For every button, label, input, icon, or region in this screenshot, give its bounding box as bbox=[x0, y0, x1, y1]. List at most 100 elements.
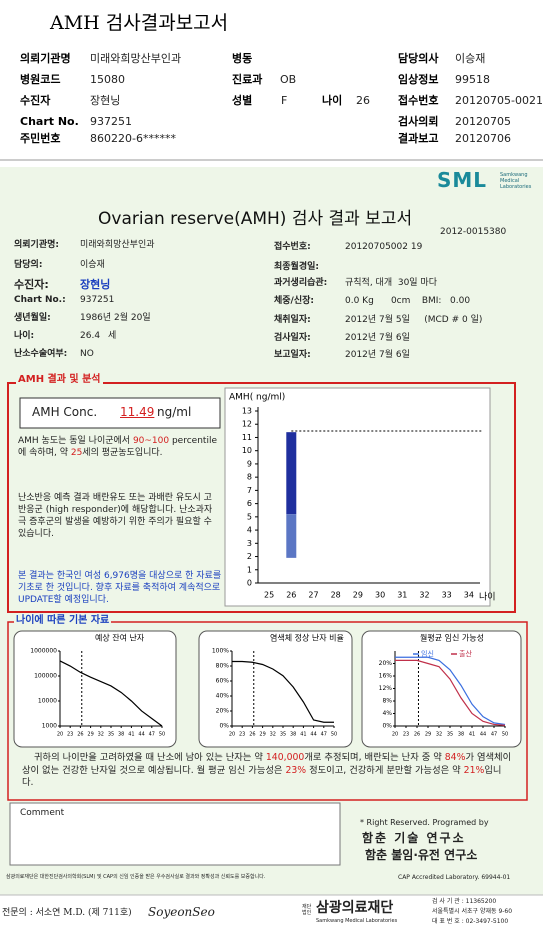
x-tick-label: 47 bbox=[491, 732, 497, 738]
org-prefix: 재단법인 bbox=[302, 904, 312, 916]
field-label: 담당의: bbox=[14, 260, 43, 270]
text-run: 개로 추정되며, 배란되는 난자 중 약 bbox=[304, 752, 445, 763]
x-tick-label: 26 bbox=[414, 732, 420, 738]
x-tick-label: 20 bbox=[57, 732, 63, 738]
x-tick-label: 23 bbox=[67, 732, 73, 738]
field-value: 20120706 bbox=[455, 132, 511, 145]
field-value: NO bbox=[80, 349, 94, 359]
field-label: 검사일자: bbox=[274, 333, 311, 343]
field-label: 담당의사 bbox=[398, 52, 439, 65]
field-value: OB bbox=[280, 73, 297, 86]
credit: * Right Reserved. Programed by bbox=[360, 818, 489, 827]
x-tick-label: 44 bbox=[310, 732, 316, 738]
x-tick-label: 26 bbox=[286, 591, 296, 600]
field-label: 나이 bbox=[322, 94, 343, 107]
y-tick-label: 1 bbox=[247, 565, 252, 574]
field-value: 장현닝 bbox=[80, 278, 111, 291]
doctor: 전문의 : 서소연 M.D. (제 711호) bbox=[2, 908, 132, 918]
field-value: 15080 bbox=[90, 73, 125, 86]
series-line bbox=[232, 660, 334, 723]
series-line bbox=[395, 659, 506, 726]
y-tick-label: 8 bbox=[247, 473, 252, 482]
y-tick-label: 13 bbox=[242, 407, 252, 416]
x-tick-label: 32 bbox=[270, 732, 276, 738]
chart-title: 예상 잔여 난자 bbox=[95, 633, 145, 643]
field-value: 937251 bbox=[80, 295, 115, 305]
text-run: 난소반응 예측 결과 배란유도 또는 과배란 유도시 고반응군 (high re… bbox=[18, 493, 213, 540]
x-tick-label: 50 bbox=[159, 732, 165, 738]
field-value: 2012년 7월 5일 (MCD # 0 일) bbox=[345, 315, 483, 325]
field-value: 0.0 Kg 0cm BMI: 0.00 bbox=[345, 296, 471, 306]
chart-title: 염색체 정상 난자 비율 bbox=[270, 633, 344, 643]
y-tick-label: 10000 bbox=[38, 698, 57, 705]
field-value: 이승재 bbox=[80, 260, 105, 270]
field-label: 진료과 bbox=[232, 73, 263, 86]
x-tick-label: 50 bbox=[331, 732, 337, 738]
bar-lower bbox=[286, 514, 297, 558]
field-label: 생년월일: bbox=[14, 313, 51, 323]
x-tick-label: 44 bbox=[480, 732, 486, 738]
y-tick-label: 4 bbox=[247, 526, 252, 535]
x-tick-label: 27 bbox=[308, 591, 318, 600]
y-tick-label: 6 bbox=[247, 499, 252, 508]
y-tick-label: 0 bbox=[247, 579, 252, 588]
field-label: 성별 bbox=[232, 94, 253, 107]
x-tick-label: 26 bbox=[77, 732, 83, 738]
field-value: F bbox=[281, 94, 288, 107]
field-label: 접수번호 bbox=[398, 94, 439, 107]
y-tick-label: 12 bbox=[242, 420, 252, 429]
field-label: 주민번호 bbox=[20, 132, 61, 145]
field-label: 체중/신장: bbox=[274, 296, 315, 306]
field-label: Chart No.: bbox=[14, 295, 66, 305]
field-label: Chart No. bbox=[20, 115, 79, 128]
y-tick-label: 7 bbox=[247, 486, 252, 495]
text-run: 세의 평균농도입니다. bbox=[82, 448, 163, 459]
contact: 검 사 기 관 : 11365200 bbox=[432, 898, 497, 905]
field-label: 보고일자: bbox=[274, 350, 311, 360]
footer-note: 삼광의료재단은 대한진단검사의학회(SLM) 및 CAP의 신임 인증을 받은 … bbox=[6, 874, 266, 880]
field-value: 1986년 2월 20일 bbox=[80, 313, 151, 323]
field-label: 접수번호: bbox=[274, 242, 311, 252]
y-tick-label: 12% bbox=[379, 685, 393, 692]
y-tick-label: 0% bbox=[219, 723, 229, 730]
amh-box bbox=[7, 382, 516, 613]
comment-label: Comment bbox=[20, 808, 65, 818]
text-run: 입니다. bbox=[22, 764, 502, 789]
x-tick-label: 35 bbox=[280, 732, 286, 738]
field-value: 미래와희망산부인과 bbox=[80, 240, 155, 250]
paragraph: 본 결과는 한국인 여성 6,976명을 대상으로 한 자료를 기초로 한 것입… bbox=[18, 570, 223, 606]
y-tick-label: 40% bbox=[216, 693, 230, 700]
chart-frame bbox=[13, 630, 177, 748]
credit: 함춘 기술 연구소 bbox=[362, 831, 466, 845]
x-tick-label: 23 bbox=[239, 732, 245, 738]
x-tick-label: 41 bbox=[469, 732, 475, 738]
highlight: 21% bbox=[463, 764, 485, 776]
y-tick-label: 20% bbox=[216, 708, 230, 715]
field-label: 임상정보 bbox=[398, 73, 439, 86]
x-tick-label: 29 bbox=[259, 732, 265, 738]
field-value: 20120705 bbox=[455, 115, 511, 128]
y-tick-label: 4% bbox=[382, 710, 392, 717]
series-line bbox=[59, 660, 163, 727]
field-value: 2012년 7월 6일 bbox=[345, 350, 410, 360]
x-tick-label: 47 bbox=[321, 732, 327, 738]
y-tick-label: 16% bbox=[379, 673, 393, 680]
y-tick-label: 20% bbox=[379, 660, 393, 667]
field-unit: 세 bbox=[108, 331, 117, 341]
x-tick-label: 28 bbox=[331, 591, 341, 600]
x-tick-label: 47 bbox=[149, 732, 155, 738]
bar-upper bbox=[286, 432, 297, 515]
x-tick-label: 34 bbox=[464, 591, 474, 600]
x-axis-label: 나이 bbox=[479, 592, 496, 603]
text-run: AMH 농도는 동일 나이군에서 bbox=[18, 436, 133, 446]
y-tick-label: 3 bbox=[247, 539, 252, 548]
x-tick-label: 29 bbox=[425, 732, 431, 738]
x-tick-label: 20 bbox=[392, 732, 398, 738]
x-tick-label: 50 bbox=[502, 732, 508, 738]
field-value: 860220-6****** bbox=[90, 132, 176, 145]
chart-frame bbox=[198, 630, 353, 748]
y-tick-label: 100% bbox=[212, 648, 229, 655]
y-tick-label: 0% bbox=[382, 723, 392, 730]
amh-unit: ng/ml bbox=[157, 405, 192, 419]
